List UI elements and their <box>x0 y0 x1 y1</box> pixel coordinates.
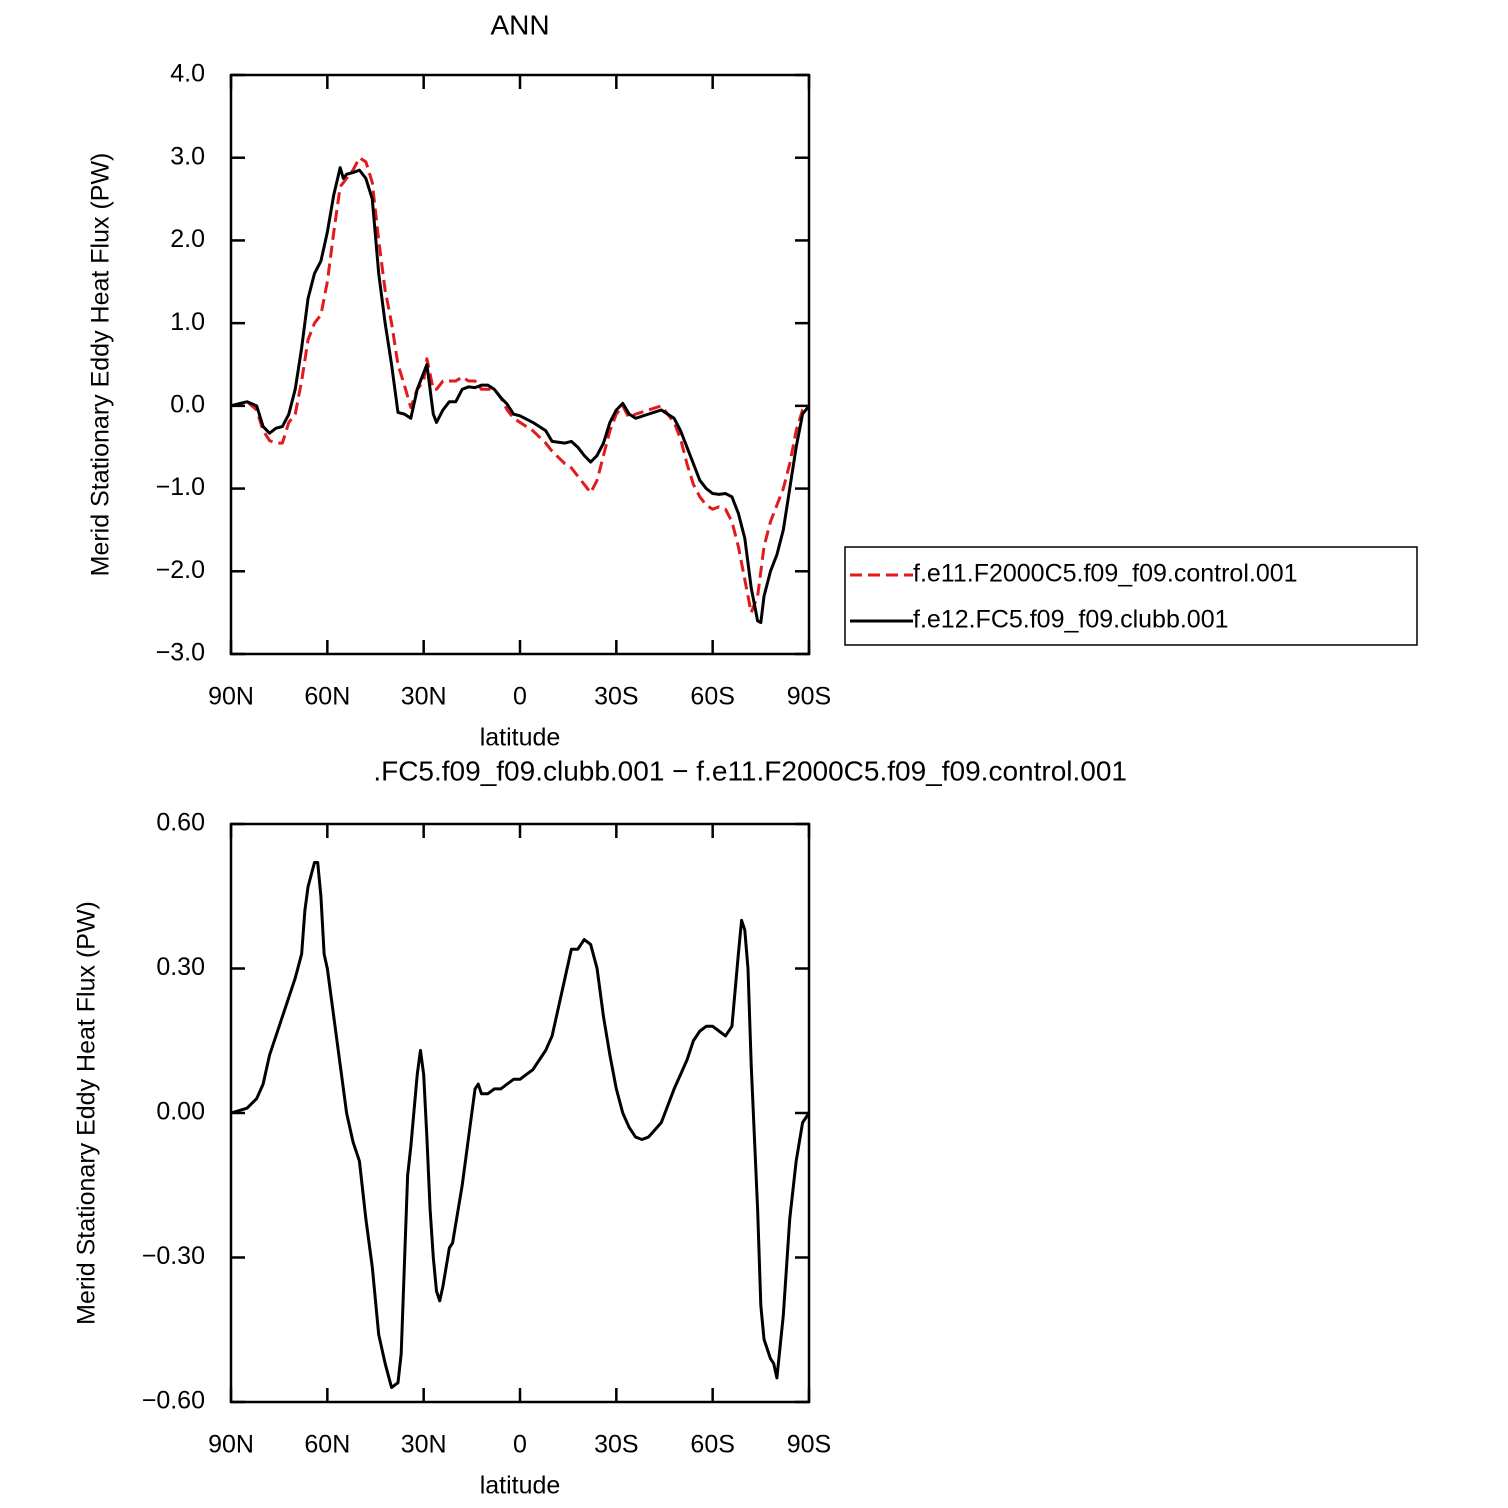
y-tick-label: −2.0 <box>156 556 205 584</box>
x-tick-label: 0 <box>513 1431 527 1459</box>
y-tick-label: 0.60 <box>156 809 205 837</box>
plot-frame <box>229 822 811 1404</box>
y-tick-label: 0.30 <box>156 953 205 981</box>
legend-label: f.e12.FC5.f09_f09.clubb.001 <box>913 606 1229 634</box>
x-tick-label: 60S <box>690 683 734 711</box>
x-tick-label: 30S <box>594 683 638 711</box>
series-line <box>230 156 810 615</box>
x-tick-label: 60N <box>304 683 350 711</box>
series-line <box>230 861 811 1390</box>
y-axis-label: Merid Stationary Eddy Heat Flux (PW) <box>87 153 115 577</box>
x-tick-label: 90N <box>208 1431 254 1459</box>
legend-label: f.e11.F2000C5.f09_f09.control.001 <box>913 560 1298 588</box>
x-tick-label: 90S <box>787 1431 831 1459</box>
y-tick-label: 4.0 <box>170 60 205 88</box>
y-tick-label: 0.00 <box>156 1098 205 1126</box>
x-tick-label: 60N <box>304 1431 350 1459</box>
series-line <box>230 166 811 625</box>
y-tick-label: −1.0 <box>156 473 205 501</box>
x-tick-label: 30S <box>594 1431 638 1459</box>
x-tick-label: 30N <box>401 683 447 711</box>
chart-title: .FC5.f09_f09.clubb.001 − f.e11.F2000C5.f… <box>373 755 1127 786</box>
x-axis-label: latitude <box>480 1472 561 1500</box>
x-tick-label: 0 <box>513 683 527 711</box>
x-tick-label: 90N <box>208 683 254 711</box>
y-tick-label: 1.0 <box>170 308 205 336</box>
legend-box <box>844 546 1418 646</box>
x-tick-label: 90S <box>787 683 831 711</box>
y-tick-label: 0.0 <box>170 390 205 418</box>
y-axis-label: Merid Stationary Eddy Heat Flux (PW) <box>73 901 101 1325</box>
y-tick-label: 3.0 <box>170 142 205 170</box>
plot-frame <box>229 73 811 656</box>
y-tick-label: −3.0 <box>156 639 205 667</box>
y-tick-label: −0.30 <box>142 1242 205 1270</box>
x-axis-label: latitude <box>480 724 561 752</box>
chart-title: ANN <box>490 9 549 40</box>
y-tick-label: −0.60 <box>142 1387 205 1415</box>
x-tick-label: 60S <box>690 1431 734 1459</box>
x-tick-label: 30N <box>401 1431 447 1459</box>
y-tick-label: 2.0 <box>170 225 205 253</box>
